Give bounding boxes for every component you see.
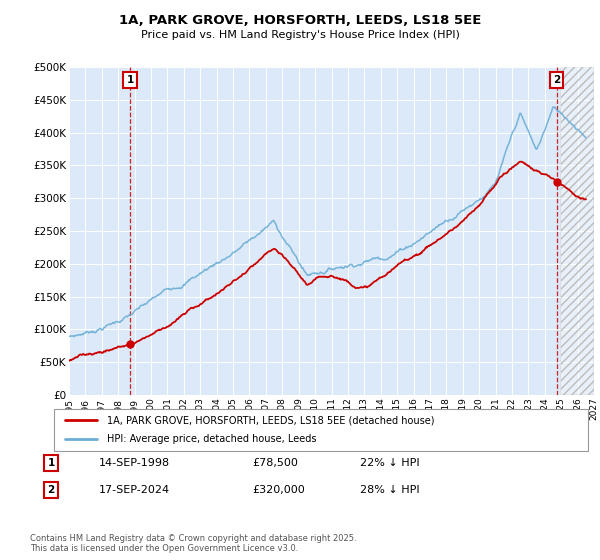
Text: 2: 2 [47, 485, 55, 495]
Text: 1A, PARK GROVE, HORSFORTH, LEEDS, LS18 5EE (detached house): 1A, PARK GROVE, HORSFORTH, LEEDS, LS18 5… [107, 415, 435, 425]
Text: 22% ↓ HPI: 22% ↓ HPI [360, 458, 419, 468]
Text: 17-SEP-2024: 17-SEP-2024 [99, 485, 170, 495]
Text: 1: 1 [47, 458, 55, 468]
Text: HPI: Average price, detached house, Leeds: HPI: Average price, detached house, Leed… [107, 435, 317, 445]
Text: 28% ↓ HPI: 28% ↓ HPI [360, 485, 419, 495]
Text: £78,500: £78,500 [252, 458, 298, 468]
Text: 1A, PARK GROVE, HORSFORTH, LEEDS, LS18 5EE: 1A, PARK GROVE, HORSFORTH, LEEDS, LS18 5… [119, 14, 481, 27]
FancyBboxPatch shape [54, 409, 588, 451]
Text: £320,000: £320,000 [252, 485, 305, 495]
Text: 14-SEP-1998: 14-SEP-1998 [99, 458, 170, 468]
Text: 1: 1 [127, 75, 134, 85]
Text: Price paid vs. HM Land Registry's House Price Index (HPI): Price paid vs. HM Land Registry's House … [140, 30, 460, 40]
Polygon shape [561, 67, 594, 395]
Text: Contains HM Land Registry data © Crown copyright and database right 2025.
This d: Contains HM Land Registry data © Crown c… [30, 534, 356, 553]
Text: 2: 2 [553, 75, 560, 85]
